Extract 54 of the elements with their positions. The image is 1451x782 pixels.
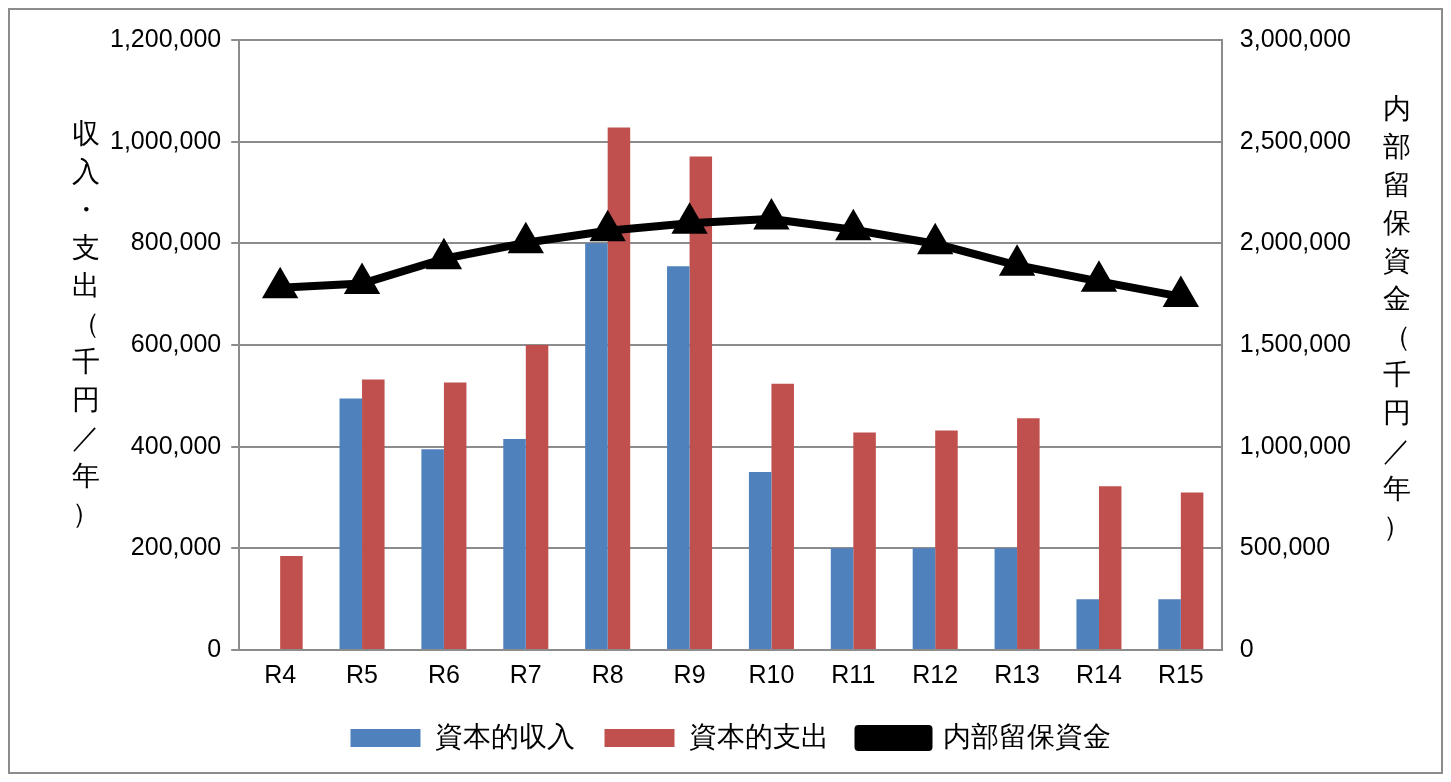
bar — [362, 379, 385, 649]
bar — [585, 243, 608, 649]
bar — [339, 398, 363, 649]
y2-tick-label: 500,000 — [1239, 532, 1331, 561]
bar — [607, 127, 631, 649]
bar — [1098, 486, 1122, 649]
bar — [771, 383, 794, 649]
bar — [667, 266, 690, 649]
text: 内部留保資金（千円／年） — [1383, 93, 1411, 542]
bar — [912, 548, 936, 649]
text: 収入・支出（千円／年） — [72, 118, 100, 529]
x-tick-label: R11 — [831, 659, 876, 688]
bar — [1180, 492, 1204, 649]
bar — [421, 449, 444, 649]
bar — [853, 432, 876, 649]
bar — [525, 345, 549, 649]
x-tick-label: R4 — [264, 659, 297, 688]
bar — [689, 156, 713, 649]
bar — [748, 472, 772, 649]
y-tick-label: 1,200,000 — [110, 23, 222, 52]
legend-label: 資本的支出 — [688, 720, 829, 752]
x-tick-label: R8 — [591, 659, 624, 688]
bar — [1158, 599, 1181, 649]
y2-tick-label: 2,000,000 — [1239, 227, 1351, 256]
y2-tick-label: 3,000,000 — [1239, 23, 1351, 52]
x-tick-label: R13 — [994, 659, 1041, 688]
y2-tick-label: 2,500,000 — [1239, 125, 1351, 154]
x-tick-label: R9 — [673, 659, 706, 688]
bar — [994, 548, 1018, 649]
bar — [443, 382, 467, 649]
legend-label: 内部留保資金 — [942, 720, 1111, 752]
bar — [935, 430, 958, 649]
x-tick-label: R12 — [912, 659, 959, 688]
x-tick-label: R6 — [427, 659, 460, 688]
y2-tick-label: 1,500,000 — [1239, 328, 1351, 357]
y-tick-label: 800,000 — [130, 227, 222, 256]
bar — [1076, 599, 1099, 649]
y-tick-label: 600,000 — [130, 328, 222, 357]
bar — [830, 548, 854, 649]
legend-label: 資本的収入 — [434, 720, 575, 752]
bar — [280, 555, 303, 649]
y-tick-label: 1,000,000 — [110, 125, 222, 154]
y-tick-label: 200,000 — [130, 532, 222, 561]
y2-tick-label: 0 — [1239, 633, 1254, 662]
x-tick-label: R10 — [748, 659, 795, 688]
x-tick-label: R7 — [509, 659, 542, 688]
x-tick-label: R15 — [1157, 659, 1204, 688]
y2-tick-label: 1,000,000 — [1239, 430, 1351, 459]
x-tick-label: R14 — [1076, 659, 1122, 688]
bar — [1017, 418, 1040, 649]
y-tick-label: 400,000 — [130, 430, 222, 459]
bar — [503, 439, 526, 649]
y-tick-label: 0 — [207, 633, 222, 662]
x-tick-label: R5 — [346, 659, 379, 688]
